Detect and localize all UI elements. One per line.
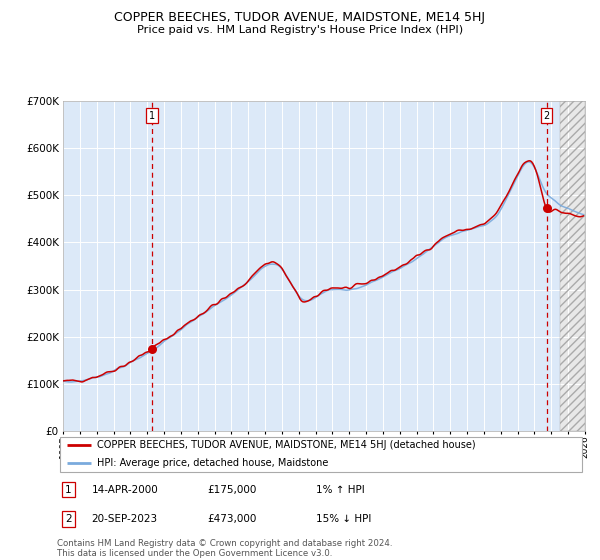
- Text: Contains HM Land Registry data © Crown copyright and database right 2024.
This d: Contains HM Land Registry data © Crown c…: [57, 539, 392, 558]
- Text: £175,000: £175,000: [208, 484, 257, 494]
- Text: COPPER BEECHES, TUDOR AVENUE, MAIDSTONE, ME14 5HJ: COPPER BEECHES, TUDOR AVENUE, MAIDSTONE,…: [115, 11, 485, 24]
- Text: Price paid vs. HM Land Registry's House Price Index (HPI): Price paid vs. HM Land Registry's House …: [137, 25, 463, 35]
- Bar: [560, 101, 585, 431]
- Bar: [560, 101, 585, 431]
- Text: HPI: Average price, detached house, Maidstone: HPI: Average price, detached house, Maid…: [97, 458, 328, 468]
- Text: 1: 1: [149, 111, 155, 120]
- Text: 15% ↓ HPI: 15% ↓ HPI: [316, 514, 371, 524]
- Text: 1: 1: [65, 484, 72, 494]
- Text: 14-APR-2000: 14-APR-2000: [91, 484, 158, 494]
- FancyBboxPatch shape: [59, 437, 583, 472]
- Text: COPPER BEECHES, TUDOR AVENUE, MAIDSTONE, ME14 5HJ (detached house): COPPER BEECHES, TUDOR AVENUE, MAIDSTONE,…: [97, 440, 475, 450]
- Text: 2: 2: [65, 514, 72, 524]
- Text: 2: 2: [544, 111, 550, 120]
- Text: 20-SEP-2023: 20-SEP-2023: [91, 514, 157, 524]
- Text: £473,000: £473,000: [208, 514, 257, 524]
- Text: 1% ↑ HPI: 1% ↑ HPI: [316, 484, 364, 494]
